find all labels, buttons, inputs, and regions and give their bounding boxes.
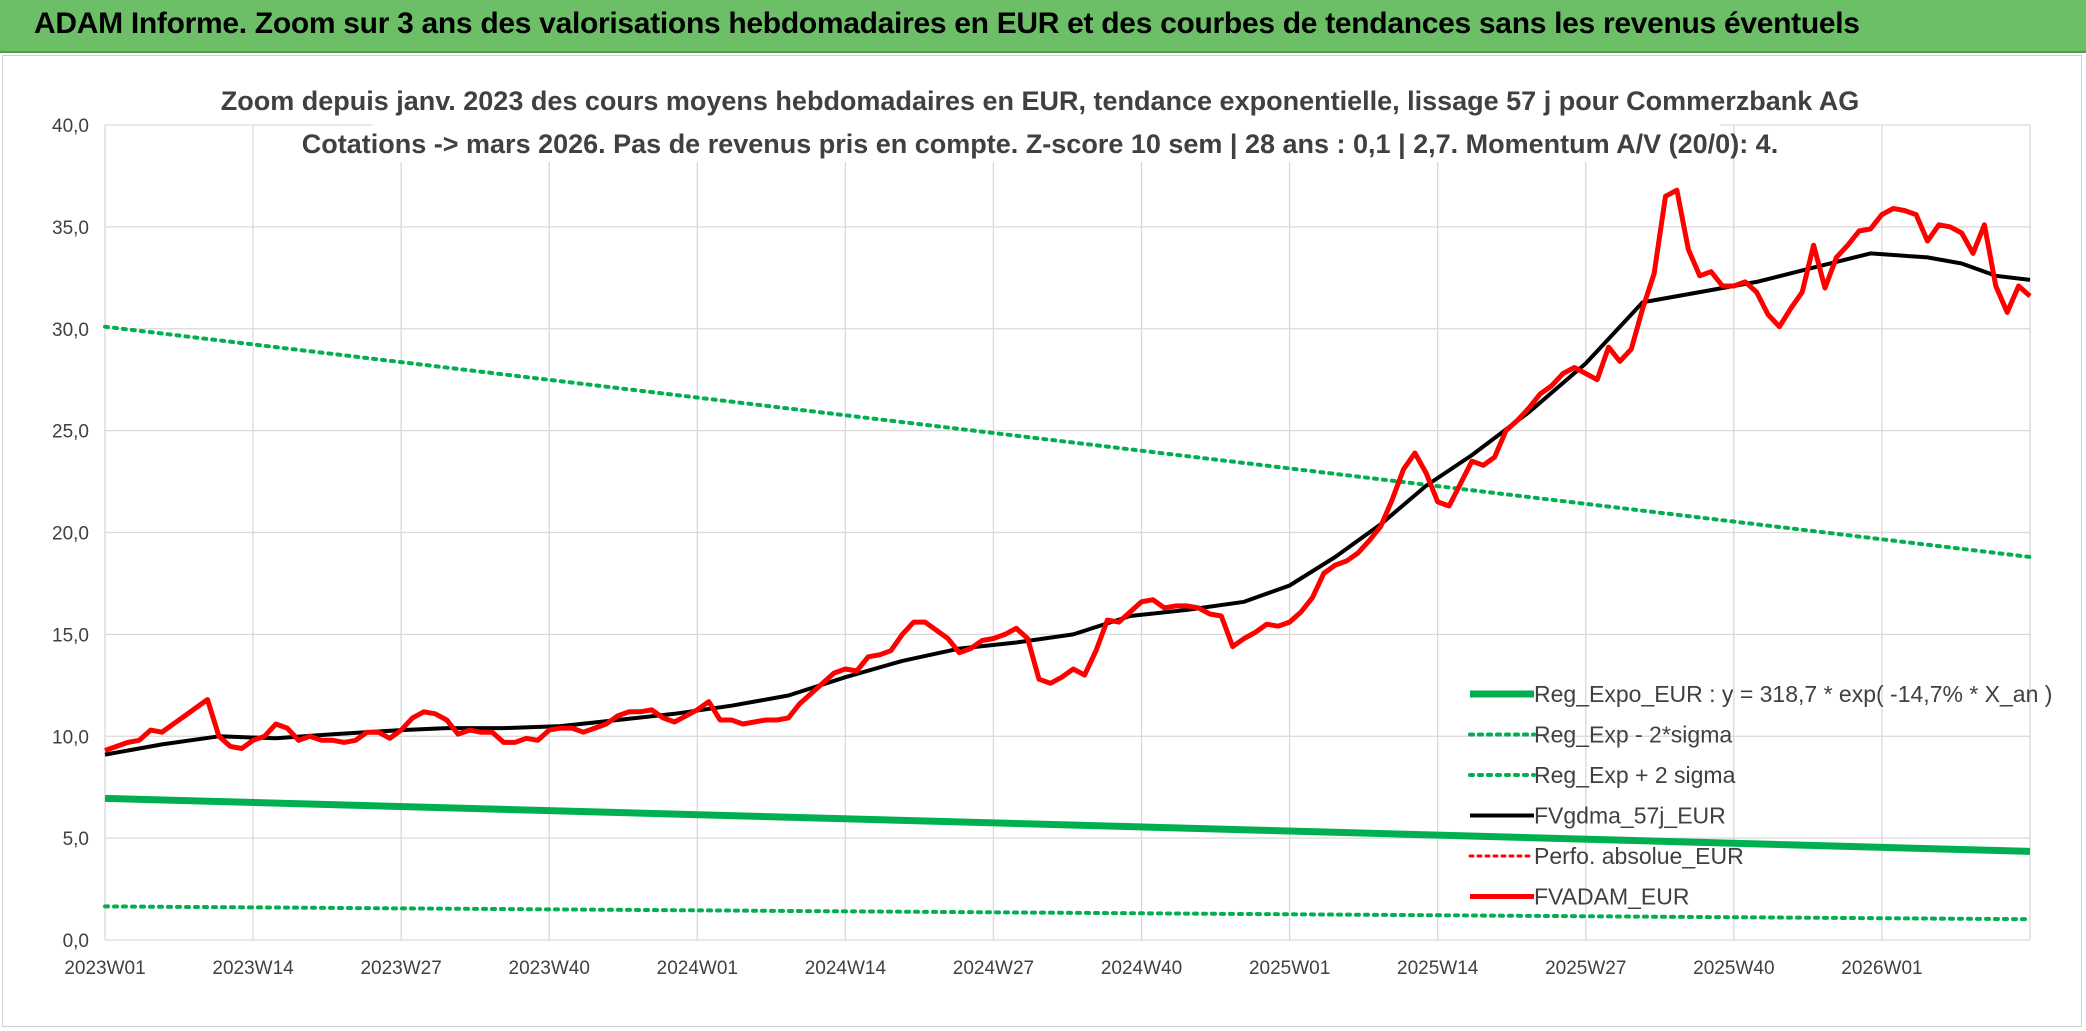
chart-title-line-1: Zoom depuis janv. 2023 des cours moyens … bbox=[221, 86, 1859, 116]
x-tick-label: 2023W01 bbox=[64, 958, 145, 979]
x-tick-label: 2025W27 bbox=[1545, 958, 1626, 979]
legend-label: FVADAM_EUR bbox=[1534, 884, 1690, 910]
y-tick-label: 35,0 bbox=[52, 218, 89, 239]
legend-label: FVgdma_57j_EUR bbox=[1534, 803, 1726, 829]
y-tick-label: 5,0 bbox=[63, 829, 89, 850]
y-axis-ticks: 0,0 5,0 10,0 15,0 20,0 25,0 30,0 35,0 40,0 bbox=[52, 116, 89, 952]
x-tick-label: 2023W27 bbox=[360, 958, 441, 979]
header-bar: ADAM Informe. Zoom sur 3 ans des valoris… bbox=[0, 0, 2086, 53]
x-tick-label: 2026W01 bbox=[1841, 958, 1922, 979]
legend-label: Perfo. absolue_EUR bbox=[1534, 843, 1744, 869]
y-tick-label: 40,0 bbox=[52, 116, 89, 137]
series-layer bbox=[103, 187, 2032, 922]
x-tick-label: 2024W01 bbox=[657, 958, 738, 979]
series-line-fvadam-eur bbox=[104, 187, 2032, 753]
y-tick-label: 0,0 bbox=[63, 931, 89, 952]
legend: Reg_Expo_EUR : y = 318,7 * exp( -14,7% *… bbox=[1468, 681, 2052, 910]
y-tick-label: 10,0 bbox=[52, 727, 89, 748]
x-tick-label: 2023W40 bbox=[509, 958, 590, 979]
legend-label: Reg_Expo_EUR : y = 318,7 * exp( -14,7% *… bbox=[1534, 681, 2052, 707]
y-tick-label: 25,0 bbox=[52, 422, 89, 443]
series-line-fvgdma-57j-eur bbox=[104, 251, 2031, 757]
x-tick-label: 2025W01 bbox=[1249, 958, 1330, 979]
x-tick-label: 2023W14 bbox=[212, 958, 294, 979]
x-tick-label: 2024W40 bbox=[1101, 958, 1182, 979]
y-tick-label: 15,0 bbox=[52, 625, 89, 646]
y-tick-label: 30,0 bbox=[52, 320, 89, 341]
series-line-reg-expo-eur bbox=[104, 794, 2031, 855]
legend-label: Reg_Exp + 2 sigma bbox=[1534, 762, 1736, 788]
chart-frame bbox=[2, 55, 2082, 1027]
legend-label: Reg_Exp - 2*sigma bbox=[1534, 722, 1732, 748]
x-tick-label: 2024W14 bbox=[805, 958, 887, 979]
report-title: ADAM Informe. Zoom sur 3 ans des valoris… bbox=[34, 7, 1860, 40]
x-tick-label: 2025W40 bbox=[1693, 958, 1774, 979]
y-tick-label: 20,0 bbox=[52, 524, 89, 545]
chart-grid bbox=[104, 124, 2031, 941]
series-line-reg-exp-2-sigma bbox=[103, 324, 2032, 559]
chart-title-line-2: Cotations -> mars 2026. Pas de revenus p… bbox=[302, 129, 1778, 159]
x-tick-label: 2025W14 bbox=[1397, 958, 1479, 979]
series-line-reg-exp-2-sigma bbox=[103, 904, 2032, 922]
x-tick-label: 2024W27 bbox=[953, 958, 1034, 979]
chart-title: Zoom depuis janv. 2023 des cours moyens … bbox=[221, 78, 1859, 162]
x-axis-ticks: 2023W01 2023W14 2023W27 2023W40 2024W01 2024W… bbox=[64, 958, 1922, 979]
